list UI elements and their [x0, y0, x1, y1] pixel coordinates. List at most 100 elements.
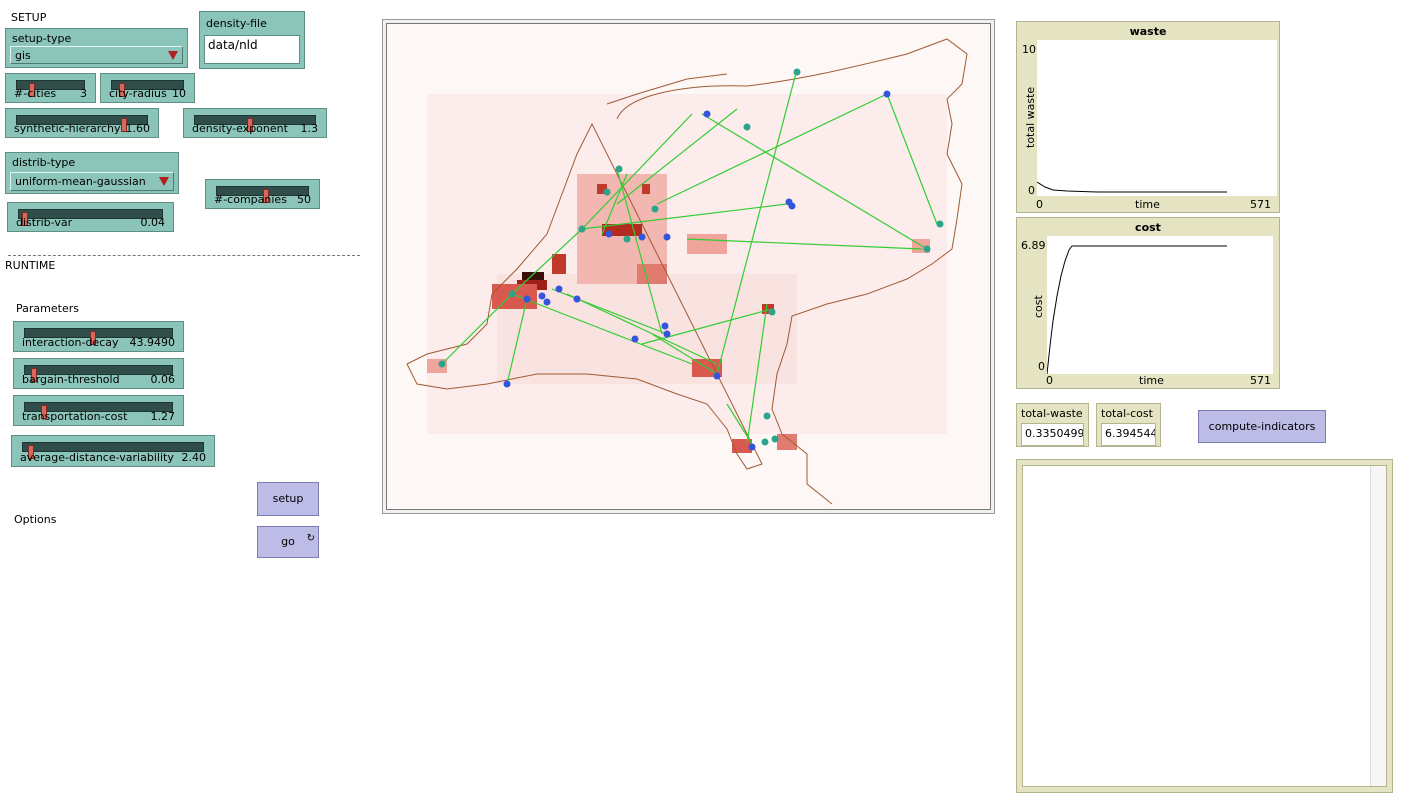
total-cost-value: 6.394544 — [1105, 427, 1156, 440]
interaction-decay-slider[interactable]: interaction-decay 43.9490 — [13, 321, 184, 352]
city-radius-slider[interactable]: city-radius 10 — [100, 73, 195, 103]
companies-slider[interactable]: #-companies 50 — [205, 179, 320, 209]
waste-plot-area — [1036, 40, 1277, 196]
setup-section-label: SETUP — [11, 11, 47, 24]
setup-type-select[interactable]: gis — [10, 46, 183, 64]
distrib-type-label: distrib-type — [12, 156, 76, 169]
slider-knob[interactable] — [262, 189, 269, 203]
waste-plot-line — [1036, 181, 1227, 193]
dropdown-arrow-icon — [159, 177, 169, 186]
total-waste-label: total-waste — [1021, 407, 1083, 420]
go-button-label: go — [281, 535, 295, 548]
slider-knob[interactable] — [21, 212, 28, 226]
world-view[interactable] — [382, 19, 995, 514]
waste-ymin: 0 — [1028, 184, 1035, 197]
total-cost-monitor: total-cost 6.394544 — [1096, 403, 1161, 447]
slider-value: 1.27 — [150, 410, 176, 423]
slider-track[interactable] — [24, 328, 173, 345]
cities-slider[interactable]: #-cities 3 — [5, 73, 96, 103]
cost-ylabel: cost — [1032, 295, 1045, 318]
total-waste-value-box: 0.33504999 — [1021, 423, 1084, 446]
total-waste-monitor: total-waste 0.33504999 — [1016, 403, 1089, 447]
output-area[interactable] — [1016, 459, 1393, 793]
slider-knob[interactable] — [41, 405, 48, 419]
options-label: Options — [14, 513, 57, 526]
setup-type-value: gis — [15, 49, 31, 62]
cost-plot: cost 6.89 0 cost 0 time 571 — [1016, 217, 1280, 389]
total-waste-value: 0.33504999 — [1025, 427, 1084, 440]
slider-track[interactable] — [24, 402, 173, 419]
slider-knob[interactable] — [28, 445, 35, 459]
slider-knob[interactable] — [30, 368, 37, 382]
dropdown-arrow-icon — [168, 51, 178, 60]
slider-label: synthetic-hierarchy — [14, 122, 121, 135]
distrib-type-value: uniform-mean-gaussian — [15, 175, 146, 188]
slider-label: transportation-cost — [22, 410, 128, 423]
waste-ymax: 10 — [1022, 43, 1036, 56]
output-scrollbar[interactable] — [1370, 466, 1386, 786]
forever-icon: ↻ — [306, 533, 315, 544]
slider-track[interactable] — [194, 115, 316, 132]
setup-type-chooser[interactable]: setup-type gis — [5, 28, 188, 68]
bargain-threshold-slider[interactable]: bargain-threshold 0.06 — [13, 358, 184, 389]
slider-track[interactable] — [111, 80, 184, 97]
slider-value: 0.06 — [150, 373, 176, 386]
distrib-type-chooser[interactable]: distrib-type uniform-mean-gaussian — [5, 152, 179, 194]
distrib-var-slider[interactable]: distrib-var 0.04 — [7, 202, 174, 232]
slider-value: 1.60 — [125, 122, 151, 135]
distrib-type-select[interactable]: uniform-mean-gaussian — [10, 172, 174, 191]
slider-value: 2.40 — [181, 451, 207, 464]
slider-knob[interactable] — [246, 118, 253, 132]
compute-indicators-label: compute-indicators — [1208, 420, 1316, 433]
city-agents — [438, 68, 944, 451]
cost-plot-title: cost — [1135, 221, 1161, 234]
transportation-cost-slider[interactable]: transportation-cost 1.27 — [13, 395, 184, 426]
slider-label: distrib-var — [16, 216, 73, 229]
slider-label: average-distance-variability — [20, 451, 174, 464]
density-file-value: data/nld — [208, 38, 258, 52]
netherlands-map — [406, 38, 968, 505]
slider-track[interactable] — [22, 442, 204, 459]
cost-xmin: 0 — [1046, 374, 1053, 387]
slider-value: 3 — [80, 87, 87, 100]
waste-xlabel: time — [1135, 198, 1160, 211]
density-file-field[interactable]: data/nld — [204, 35, 300, 64]
section-divider — [8, 255, 360, 256]
slider-label: city-radius — [109, 87, 167, 100]
waste-plot-title: waste — [1129, 25, 1167, 38]
average-distance-variability-slider[interactable]: average-distance-variability 2.40 — [11, 435, 215, 467]
cost-ymax: 6.89 — [1021, 239, 1046, 252]
go-button[interactable]: go ↻ — [257, 526, 319, 558]
slider-knob[interactable] — [119, 83, 126, 97]
slider-knob[interactable] — [89, 331, 96, 345]
density-file-label: density-file — [206, 17, 267, 30]
setup-button-label: setup — [272, 492, 304, 505]
slider-label: bargain-threshold — [22, 373, 120, 386]
setup-type-label: setup-type — [12, 32, 72, 45]
slider-knob[interactable] — [121, 118, 127, 132]
compute-indicators-button[interactable]: compute-indicators — [1198, 410, 1326, 443]
slider-track[interactable] — [216, 186, 309, 203]
output-text-area[interactable] — [1022, 465, 1387, 787]
waste-xmin: 0 — [1036, 198, 1043, 211]
slider-track[interactable] — [16, 80, 85, 97]
world-view-canvas[interactable] — [386, 23, 991, 510]
total-cost-value-box: 6.394544 — [1101, 423, 1156, 446]
waste-plot: waste 10 0 total waste 0 time 571 — [1016, 21, 1280, 213]
density-file-input-box[interactable]: density-file data/nld — [199, 11, 305, 69]
density-exponent-slider[interactable]: density-exponent 1.3 — [183, 108, 327, 138]
slider-label: density-exponent — [192, 122, 288, 135]
slider-track[interactable] — [16, 115, 148, 132]
coastline — [406, 38, 968, 505]
slider-knob[interactable] — [29, 83, 36, 97]
synthetic-hierarchy-slider[interactable]: synthetic-hierarchy 1.60 — [5, 108, 159, 138]
slider-label: interaction-decay — [22, 336, 119, 349]
setup-button[interactable]: setup — [257, 482, 319, 516]
population-density-patches — [427, 94, 947, 453]
slider-track[interactable] — [24, 365, 173, 382]
cost-plot-area — [1046, 236, 1273, 375]
slider-label: #-companies — [214, 193, 287, 206]
slider-track[interactable] — [18, 209, 163, 226]
cost-xlabel: time — [1139, 374, 1164, 387]
runtime-section-label: RUNTIME — [5, 259, 56, 272]
